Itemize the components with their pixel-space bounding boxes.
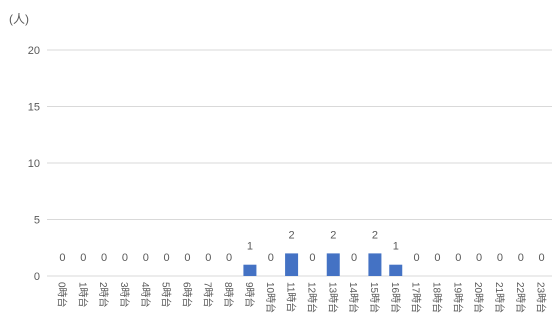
x-tick-label: 11時台: [285, 282, 298, 312]
data-label: 0: [59, 252, 65, 264]
x-tick-label: 4時台: [139, 282, 152, 308]
x-tick-label: 8時台: [222, 282, 235, 308]
bar: [243, 264, 257, 276]
x-tick-label: 1時台: [76, 282, 89, 308]
x-tick-label: 23時台: [535, 282, 548, 313]
bar: [389, 264, 403, 276]
y-tick-label: 5: [34, 215, 40, 227]
x-tick-label: 13時台: [326, 282, 339, 313]
data-label: 0: [455, 252, 461, 264]
bar: [285, 253, 299, 276]
bar: [368, 253, 382, 276]
data-label: 0: [476, 252, 482, 264]
data-label: 0: [518, 252, 524, 264]
data-label: 0: [101, 252, 107, 264]
data-label: 0: [539, 252, 545, 264]
data-label: 0: [184, 252, 190, 264]
data-label: 0: [497, 252, 503, 264]
y-axis-ticks: 0 5 10 15 20: [28, 45, 40, 283]
data-label: 0: [351, 252, 357, 264]
x-tick-label: 12時台: [305, 282, 318, 313]
data-label: 0: [143, 252, 149, 264]
x-tick-label: 6時台: [180, 282, 193, 308]
data-label: 0: [226, 252, 232, 264]
data-label: 0: [80, 252, 86, 264]
data-label: 0: [309, 252, 315, 264]
bar: [326, 253, 340, 276]
x-tick-label: 0時台: [55, 282, 68, 308]
data-label: 2: [330, 229, 336, 241]
data-label: 0: [122, 252, 128, 264]
x-tick-label: 9時台: [243, 282, 256, 308]
x-tick-label: 20時台: [472, 282, 485, 313]
data-label: 0: [414, 252, 420, 264]
data-label: 2: [372, 229, 378, 241]
data-label: 2: [289, 229, 295, 241]
data-label: 0: [205, 252, 211, 264]
y-tick-label: 0: [34, 271, 40, 283]
x-tick-label: 10時台: [264, 282, 277, 313]
data-label: 0: [268, 252, 274, 264]
x-tick-label: 3時台: [118, 282, 131, 308]
data-label: 0: [434, 252, 440, 264]
x-tick-label: 7時台: [201, 282, 214, 308]
x-tick-label: 18時台: [430, 282, 443, 313]
y-axis-label: (人): [9, 12, 29, 26]
data-label: 0: [164, 252, 170, 264]
x-axis-ticks: 0時台 1時台 2時台 3時台 4時台 5時台 6時台 7時台 8時台 9時台 10時台 11時台 12…: [55, 282, 547, 313]
gridlines: [47, 49, 552, 277]
x-tick-label: 2時台: [97, 282, 110, 308]
bars: [243, 253, 403, 276]
y-tick-label: 20: [28, 45, 40, 57]
data-label: 1: [393, 241, 399, 253]
x-tick-label: 17時台: [410, 282, 423, 313]
data-label: 1: [247, 241, 253, 253]
x-tick-label: 14時台: [347, 282, 360, 313]
x-tick-label: 16時台: [389, 282, 402, 313]
x-tick-label: 22時台: [514, 282, 527, 313]
x-tick-label: 19時台: [451, 282, 464, 313]
y-tick-label: 10: [28, 158, 40, 170]
data-labels: 0 0 0 0 0 0 0 0 0 1 0 2 0 2 0 2 1 0 0 0 0 0 0 0: [59, 229, 544, 264]
x-tick-label: 15時台: [368, 282, 381, 313]
x-tick-label: 5時台: [160, 282, 173, 308]
x-tick-label: 21時台: [493, 282, 506, 313]
y-tick-label: 15: [28, 102, 40, 114]
